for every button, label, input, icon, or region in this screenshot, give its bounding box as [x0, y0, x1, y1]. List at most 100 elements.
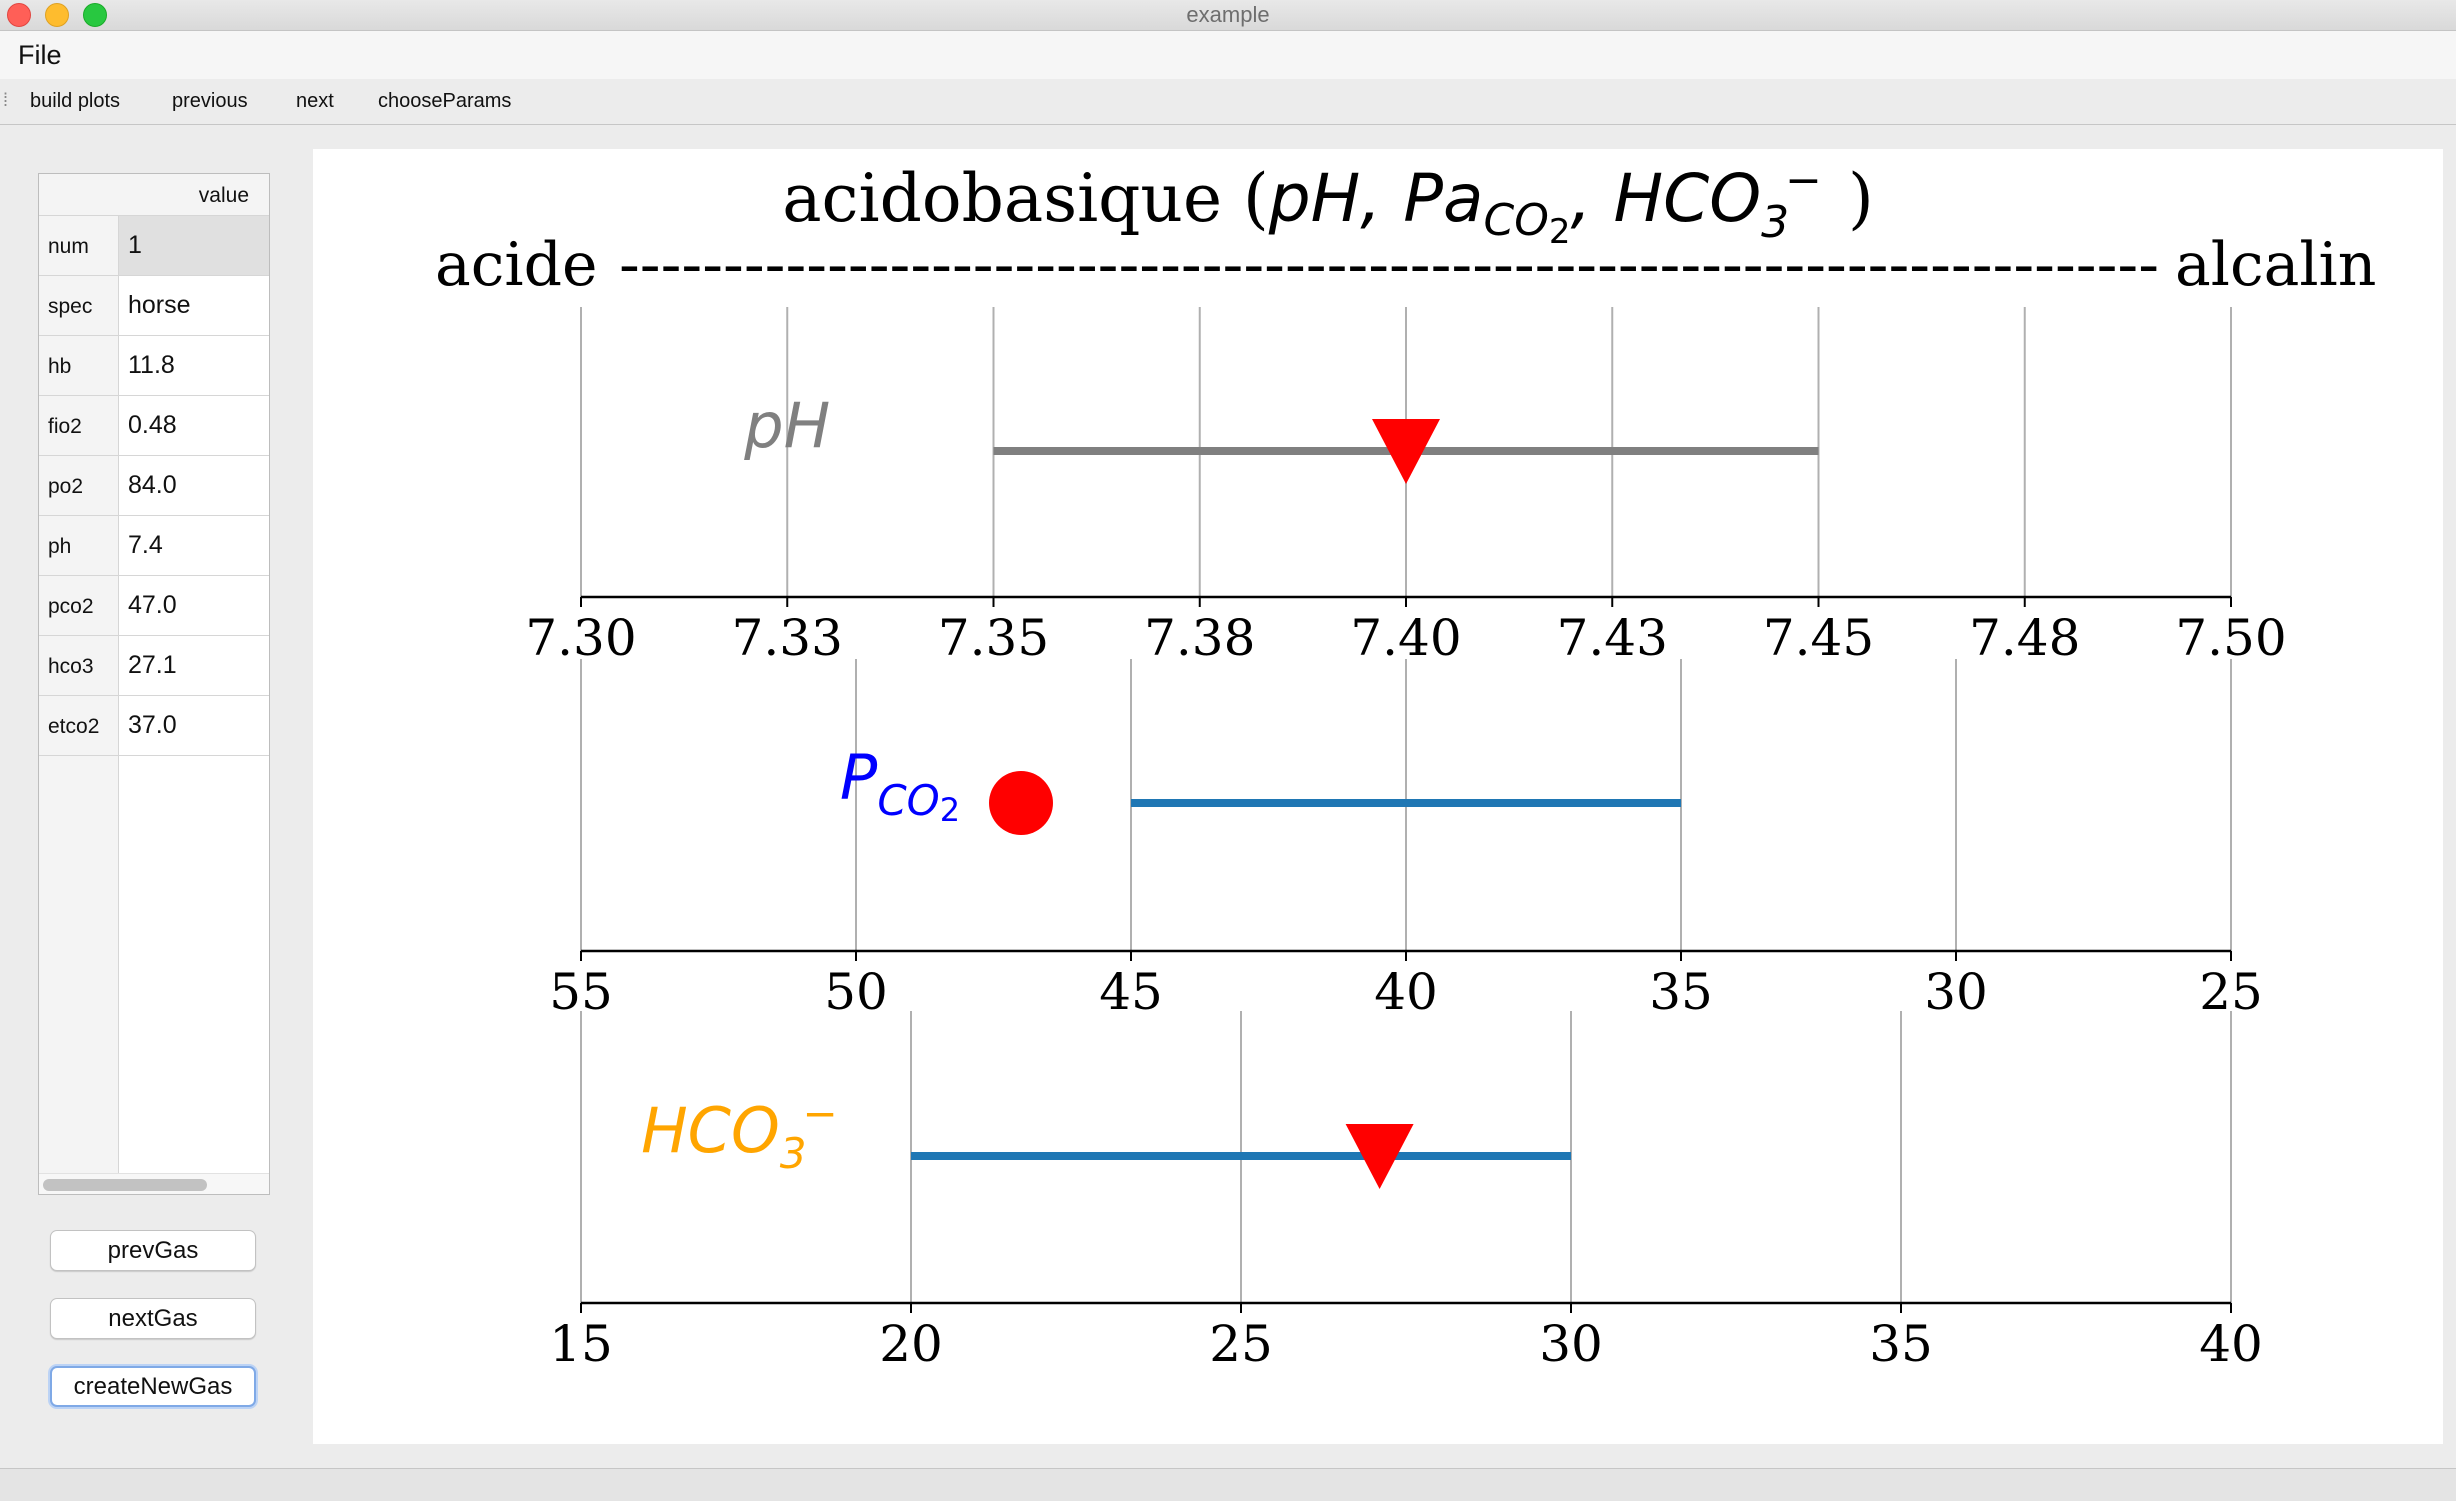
cell-value: 37.0 — [128, 711, 177, 739]
table-cell[interactable]: horse — [119, 276, 269, 335]
scrollbar-thumb[interactable] — [43, 1179, 207, 1191]
row-key: pco2 — [48, 595, 94, 618]
row-header-gutter — [39, 756, 119, 1174]
tick-label: 50 — [824, 963, 888, 1021]
tick-label: 7.45 — [1763, 609, 1874, 667]
chart-title: acidobasique (pH, PaCO2, HCO3−) — [782, 155, 1874, 252]
panel-0: 7.30 7.33 7.35 7.38 7.40 7.43 7.45 7.48 7.50 pH — [525, 307, 2287, 667]
tick-label: 7.43 — [1557, 609, 1668, 667]
table-cell[interactable]: 11.8 — [119, 336, 269, 395]
row-header[interactable]: po2 — [39, 456, 119, 515]
table-row[interactable]: hco3 27.1 — [39, 636, 269, 696]
table-row[interactable]: fio2 0.48 — [39, 396, 269, 456]
panel-label: pH — [743, 389, 830, 462]
row-key: po2 — [48, 475, 84, 498]
row-header[interactable]: hb — [39, 336, 119, 395]
table-row[interactable]: num 1 — [39, 216, 269, 276]
menu-file[interactable]: File — [18, 40, 62, 70]
tick-label: 7.35 — [938, 609, 1049, 667]
panel-label: PCO2 — [840, 741, 960, 829]
chart-panels: 7.30 7.33 7.35 7.38 7.40 7.43 7.45 7.48 7.50pH55… — [525, 307, 2287, 1373]
row-key: ph — [48, 535, 72, 558]
build-plots-button[interactable]: build plots — [30, 90, 121, 112]
tick-label: 30 — [1924, 963, 1988, 1021]
choose-params-button[interactable]: chooseParams — [378, 90, 512, 112]
plot-canvas: acidobasique (pH, PaCO2, HCO3−) acide ----… — [313, 149, 2443, 1444]
status-bar — [0, 1468, 2456, 1501]
table-row[interactable]: etco2 37.0 — [39, 696, 269, 756]
cell-value: 1 — [128, 231, 142, 259]
create-new-gas-button[interactable]: createNewGas — [50, 1366, 256, 1407]
row-header[interactable]: ph — [39, 516, 119, 575]
maximize-window-button[interactable] — [83, 3, 107, 27]
table-cell[interactable]: 0.48 — [119, 396, 269, 455]
row-key: fio2 — [48, 415, 82, 438]
tick-label: 20 — [879, 1315, 943, 1373]
tick-label: 35 — [1869, 1315, 1933, 1373]
row-header[interactable]: num — [39, 216, 119, 275]
row-header[interactable]: hco3 — [39, 636, 119, 695]
close-window-button[interactable] — [7, 3, 31, 27]
table-cell[interactable]: 1 — [119, 216, 269, 275]
next-gas-button[interactable]: nextGas — [50, 1298, 256, 1339]
value-marker-triangle — [1345, 1124, 1414, 1189]
toolbar: ⁞ build plots previous next chooseParams — [0, 80, 2456, 125]
tick-label: 35 — [1649, 963, 1713, 1021]
table-cell[interactable]: 7.4 — [119, 516, 269, 575]
cell-value: 11.8 — [128, 351, 175, 379]
cell-value: 47.0 — [128, 591, 177, 619]
next-button[interactable]: next — [296, 90, 334, 112]
row-key: hb — [48, 355, 72, 378]
tick-label: 7.33 — [732, 609, 843, 667]
table-cell[interactable]: 27.1 — [119, 636, 269, 695]
cell-value: 0.48 — [128, 411, 177, 439]
tick-label: 40 — [1374, 963, 1438, 1021]
horizontal-scrollbar[interactable] — [39, 1173, 269, 1194]
tick-label: 15 — [549, 1315, 613, 1373]
table-row[interactable]: hb 11.8 — [39, 336, 269, 396]
column-header-value[interactable]: value — [198, 184, 249, 207]
toolbar-grip-icon[interactable]: ⁞ — [3, 90, 9, 110]
row-header[interactable]: pco2 — [39, 576, 119, 635]
row-header[interactable]: spec — [39, 276, 119, 335]
menu-bar: File — [0, 31, 2456, 79]
tick-label: 45 — [1099, 963, 1163, 1021]
gas-values-table: value num 1 spec horse hb 11.8 fio2 0.48… — [38, 173, 270, 1195]
window-title: example — [1186, 2, 1270, 27]
tick-label: 25 — [1209, 1315, 1273, 1373]
tick-label: 7.30 — [525, 609, 636, 667]
table-cell[interactable]: 47.0 — [119, 576, 269, 635]
value-marker-triangle — [1372, 419, 1440, 484]
subtitle-acide: acide — [435, 230, 597, 300]
tick-label: 30 — [1539, 1315, 1603, 1373]
value-marker-circle — [989, 771, 1053, 835]
subtitle-alcalin: alcalin — [2175, 230, 2376, 300]
tick-label: 7.38 — [1144, 609, 1255, 667]
table-cell[interactable]: 84.0 — [119, 456, 269, 515]
tick-label: 7.50 — [2175, 609, 2286, 667]
row-header[interactable]: etco2 — [39, 696, 119, 755]
table-row[interactable]: pco2 47.0 — [39, 576, 269, 636]
previous-button[interactable]: previous — [172, 90, 248, 112]
row-key: etco2 — [48, 715, 100, 738]
row-key: spec — [48, 295, 93, 318]
cell-value: 7.4 — [128, 531, 163, 559]
cell-value: 27.1 — [128, 651, 177, 679]
row-key: hco3 — [48, 655, 94, 678]
subtitle-dashes: ----------------------------------------… — [619, 230, 2159, 300]
prev-gas-button[interactable]: prevGas — [50, 1230, 256, 1271]
table-cell[interactable]: 37.0 — [119, 696, 269, 755]
panel-2: 15 20 25 30 35 40 HCO3− — [549, 1011, 2263, 1373]
table-row[interactable]: spec horse — [39, 276, 269, 336]
tick-label: 40 — [2199, 1315, 2263, 1373]
acidobasique-chart: acidobasique (pH, PaCO2, HCO3−) acide ----… — [435, 155, 2376, 1373]
row-header[interactable]: fio2 — [39, 396, 119, 455]
tick-label: 7.40 — [1350, 609, 1461, 667]
cell-value: horse — [128, 291, 191, 319]
minimize-window-button[interactable] — [45, 3, 69, 27]
title-bar: example — [0, 0, 2456, 31]
table-row[interactable]: ph 7.4 — [39, 516, 269, 576]
table-row[interactable]: po2 84.0 — [39, 456, 269, 516]
tick-label: 7.48 — [1969, 609, 2080, 667]
